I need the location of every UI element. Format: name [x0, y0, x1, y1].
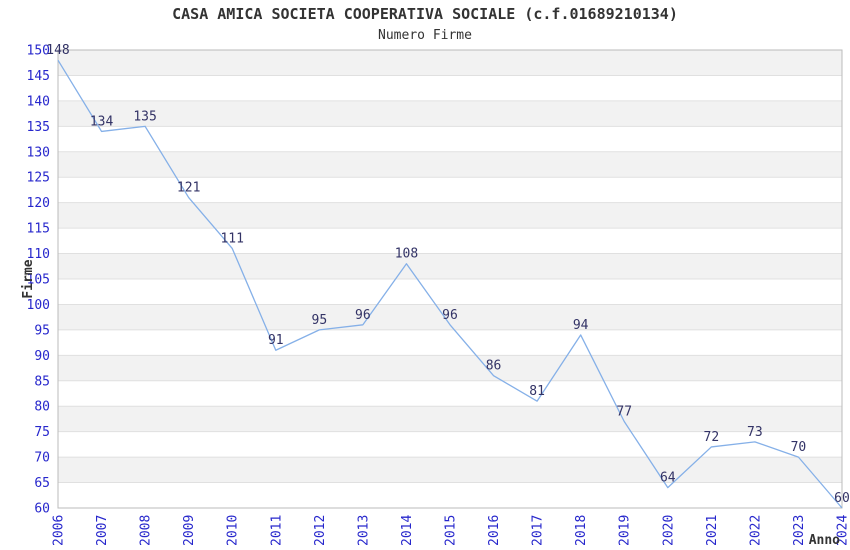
- y-tick-label: 140: [27, 94, 50, 109]
- data-label: 77: [616, 404, 632, 419]
- data-label: 134: [90, 114, 114, 129]
- x-tick-label: 2022: [748, 515, 763, 546]
- plot-band: [58, 202, 842, 229]
- x-tick-label: 2014: [400, 515, 415, 546]
- y-tick-label: 90: [34, 349, 50, 364]
- data-label: 60: [834, 491, 850, 506]
- data-label: 81: [529, 384, 545, 399]
- x-tick-label: 2021: [705, 515, 720, 546]
- y-tick-label: 85: [34, 374, 50, 389]
- plot-band: [58, 253, 842, 279]
- y-tick-label: 135: [27, 120, 50, 135]
- x-tick-label: 2024: [836, 515, 850, 546]
- y-tick-label: 100: [27, 298, 50, 313]
- data-label: 64: [660, 471, 676, 486]
- x-tick-label: 2020: [661, 515, 676, 546]
- plot-band: [58, 355, 842, 381]
- y-tick-label: 70: [34, 451, 50, 466]
- x-tick-label: 2013: [356, 515, 371, 546]
- x-tick-label: 2019: [618, 515, 633, 546]
- y-tick-label: 145: [27, 69, 50, 84]
- data-label: 91: [268, 333, 284, 348]
- y-tick-label: 110: [27, 247, 50, 262]
- x-tick-label: 2012: [313, 515, 328, 546]
- plot-band: [58, 100, 842, 127]
- x-tick-label: 2009: [182, 515, 197, 546]
- y-tick-label: 115: [27, 222, 50, 237]
- y-tick-label: 130: [27, 145, 50, 160]
- y-axis-title: Firme: [21, 259, 36, 298]
- x-tick-label: 2011: [269, 515, 284, 546]
- y-tick-label: 95: [34, 323, 50, 338]
- data-label: 94: [573, 318, 589, 333]
- x-tick-label: 2010: [226, 515, 241, 546]
- data-label: 95: [312, 313, 328, 328]
- plot-band: [58, 50, 842, 76]
- x-tick-label: 2023: [792, 515, 807, 546]
- x-tick-label: 2017: [531, 515, 546, 546]
- plot-band: [58, 151, 842, 178]
- data-label: 86: [486, 359, 502, 374]
- y-tick-label: 65: [34, 476, 50, 491]
- data-label: 73: [747, 425, 763, 440]
- y-tick-label: 105: [27, 273, 50, 288]
- data-label: 70: [791, 440, 807, 455]
- y-tick-label: 150: [27, 44, 50, 59]
- data-label: 96: [442, 308, 458, 323]
- data-label: 121: [177, 181, 200, 196]
- x-tick-label: 2018: [574, 515, 589, 546]
- chart-subtitle: Numero Firme: [378, 28, 472, 43]
- data-label: 96: [355, 308, 371, 323]
- x-tick-label: 2008: [139, 515, 154, 546]
- y-tick-label: 75: [34, 425, 50, 440]
- data-label: 111: [220, 231, 243, 246]
- data-label: 72: [704, 430, 720, 445]
- plot-border: [57, 49, 843, 509]
- y-tick-label: 125: [27, 171, 50, 186]
- data-label: 135: [133, 109, 156, 124]
- data-label: 148: [46, 43, 69, 58]
- chart-title: CASA AMICA SOCIETA COOPERATIVA SOCIALE (…: [172, 5, 678, 23]
- x-tick-label: 2006: [52, 515, 67, 546]
- series-line: [57, 59, 843, 509]
- x-tick-label: 2007: [95, 515, 110, 546]
- x-axis-title: Anno: [809, 533, 840, 548]
- y-tick-label: 120: [27, 196, 50, 211]
- y-tick-label: 80: [34, 400, 50, 415]
- plot-band: [58, 406, 842, 432]
- data-label: 108: [395, 247, 418, 262]
- plot-band: [58, 457, 842, 483]
- y-tick-label: 60: [34, 502, 50, 517]
- x-tick-label: 2016: [487, 515, 502, 546]
- x-tick-label: 2015: [444, 515, 459, 546]
